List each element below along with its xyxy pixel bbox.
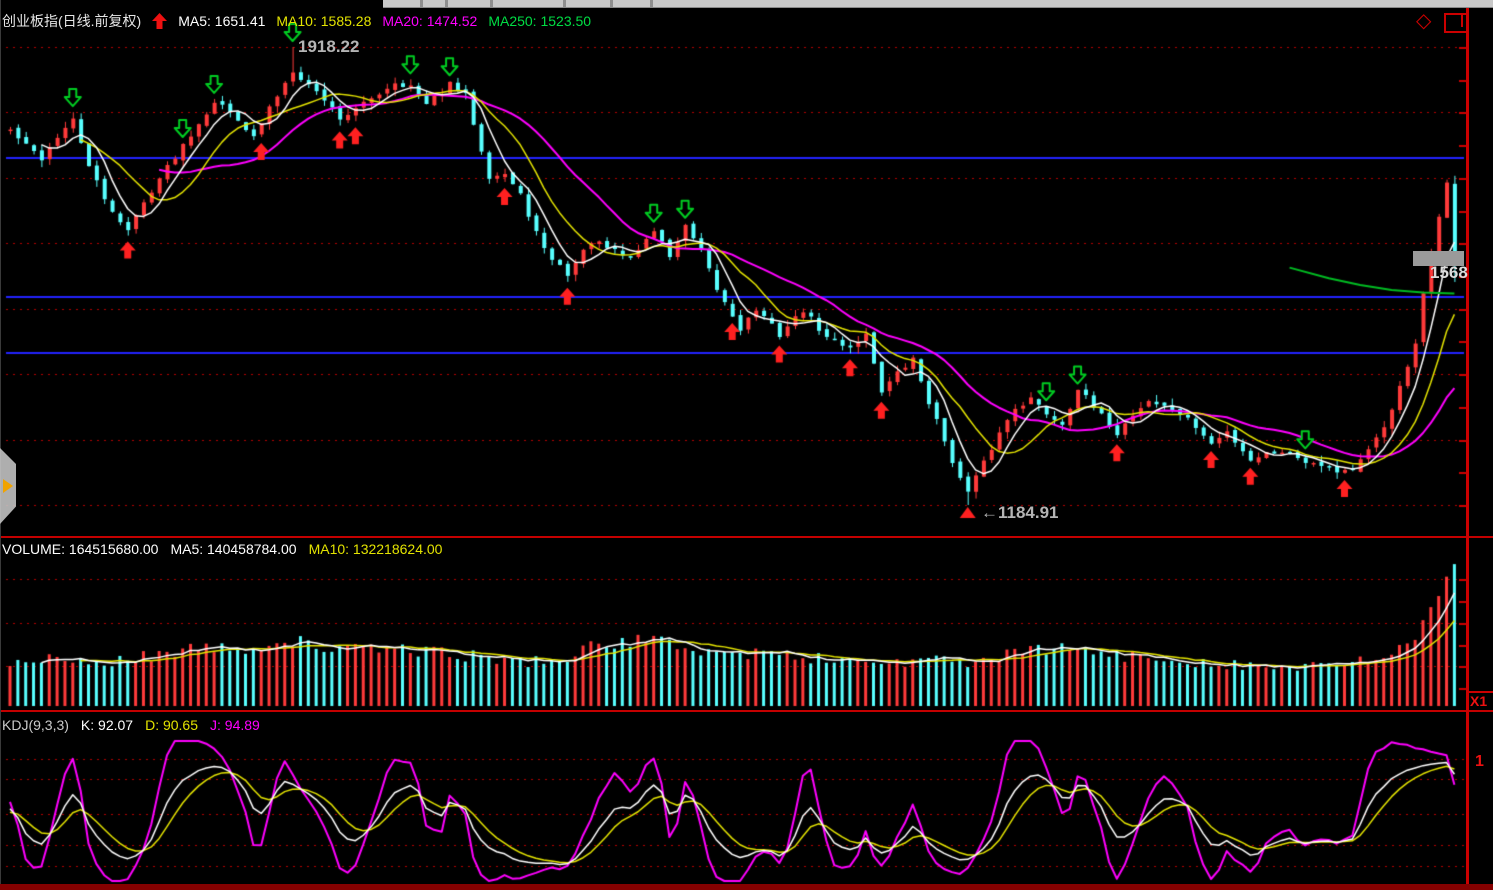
toolbar-strip xyxy=(383,0,1493,8)
volume-value: VOLUME: 164515680.00 xyxy=(2,541,159,557)
ma10-value: MA10: 1585.28 xyxy=(276,13,372,29)
bottom-border xyxy=(0,884,1493,890)
kdj-axis-top-label: 1 xyxy=(1475,753,1484,770)
window-left-edge xyxy=(0,0,1,890)
right-price-axis[interactable] xyxy=(1466,8,1469,884)
toolbar-divider xyxy=(420,0,423,7)
split-screen-icon[interactable] xyxy=(1444,13,1469,33)
toolbar-divider xyxy=(610,0,613,7)
volume-ma5-value: MA5: 140458784.00 xyxy=(170,541,297,557)
last-price-value: 1568 xyxy=(1430,263,1468,282)
symbol-title: 创业板指(日线.前复权) xyxy=(2,13,142,29)
main-chart-header: 创业板指(日线.前复权) MA5: 1651.41 MA10: 1585.28 … xyxy=(2,11,591,31)
toolbar-divider xyxy=(445,0,448,7)
diamond-icon[interactable]: ◇ xyxy=(1416,10,1432,32)
kdj-k-value: K: 92.07 xyxy=(80,717,134,733)
kdj-pane-divider xyxy=(0,710,1493,712)
volume-header: VOLUME: 164515680.00 MA5: 140458784.00 M… xyxy=(2,541,442,557)
split-screen-icon-divider xyxy=(1461,15,1463,27)
volume-scale-multiplier[interactable]: X1 xyxy=(1468,691,1493,712)
kdj-j-value: J: 94.89 xyxy=(210,717,260,733)
kdj-header: KDJ(9,3,3) K: 92.07 D: 90.65 J: 94.89 xyxy=(2,717,260,733)
high-price-label: 1918.22 xyxy=(298,37,360,56)
toolbar-divider xyxy=(490,0,493,7)
kdj-indicator-name[interactable]: KDJ(9,3,3) xyxy=(2,717,69,733)
last-price-tag xyxy=(1413,251,1464,266)
up-arrow-icon xyxy=(152,13,168,29)
ma5-value: MA5: 1651.41 xyxy=(178,13,266,29)
volume-ma10-value: MA10: 132218624.00 xyxy=(308,541,443,557)
kdj-d-value: D: 90.65 xyxy=(145,717,199,733)
volume-pane-divider xyxy=(0,536,1493,538)
ma20-value: MA20: 1474.52 xyxy=(382,13,478,29)
toolbar-divider xyxy=(650,0,653,7)
toolbar-divider xyxy=(563,0,566,7)
ma250-value: MA250: 1523.50 xyxy=(488,13,592,29)
low-price-label: ←1184.91 xyxy=(981,503,1059,522)
expand-arrow-icon xyxy=(3,479,13,493)
sidebar-expand-handle[interactable] xyxy=(0,448,16,524)
